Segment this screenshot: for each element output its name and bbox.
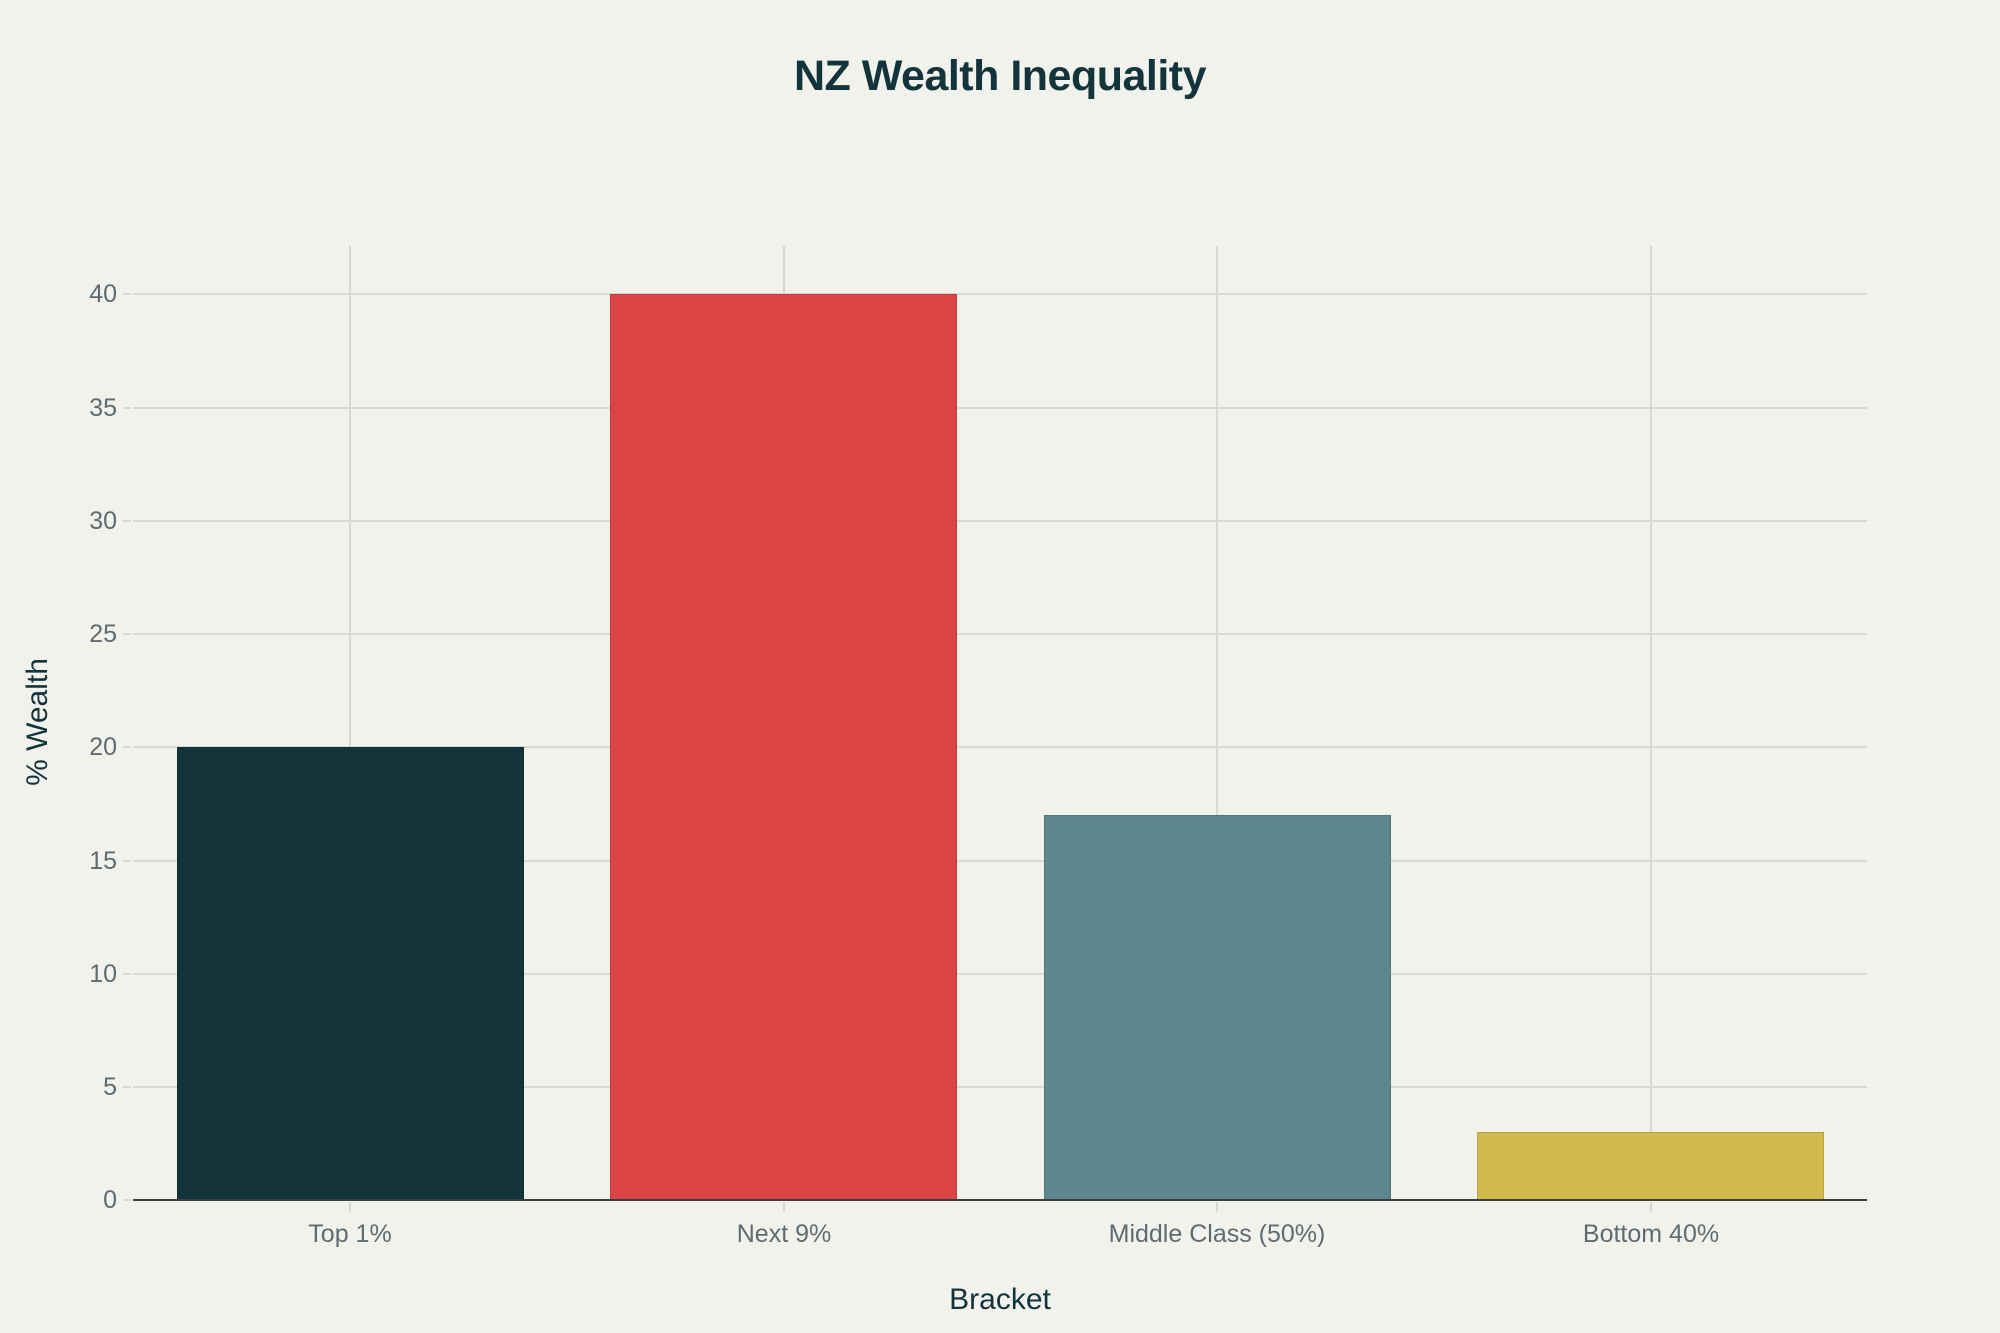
bar-middle-class[interactable] (1044, 814, 1391, 1200)
plot-area: 0 5 10 15 20 25 30 35 40 Top 1% Next 9% … (89, 246, 1867, 1248)
xtick-mark (349, 1202, 351, 1212)
x-axis-line (133, 1199, 1867, 1201)
x-axis-label: Bracket (949, 1283, 1051, 1316)
gridline-y-10 (133, 973, 1867, 975)
gridline-y-15 (133, 860, 1867, 862)
xtick-label-top-1: Top 1% (308, 1220, 392, 1248)
ytick-mark (123, 407, 131, 409)
gridline-y-40 (133, 293, 1867, 295)
gridline-y-35 (133, 407, 1867, 409)
chart-title: NZ Wealth Inequality (793, 52, 1207, 100)
ytick-label: 10 (89, 960, 117, 988)
ytick-label: 15 (89, 847, 117, 875)
ytick-label: 5 (103, 1073, 117, 1101)
bar-top-1[interactable] (177, 747, 524, 1200)
ytick-mark (123, 293, 131, 295)
gridline-x-bottom-40 (1650, 246, 1652, 1200)
ytick-label: 20 (89, 733, 117, 761)
bar-next-9[interactable] (610, 294, 957, 1200)
ytick-mark (123, 1199, 131, 1201)
ytick-label: 0 (103, 1186, 117, 1214)
y-axis-label: % Wealth (21, 658, 54, 786)
ytick-label: 25 (89, 620, 117, 648)
gridline-y-30 (133, 520, 1867, 522)
ytick-label: 35 (89, 394, 117, 422)
gridline-x-top-1 (349, 246, 351, 1200)
xtick-label-next-9: Next 9% (736, 1220, 832, 1248)
bar-bottom-40[interactable] (1477, 1132, 1824, 1200)
xtick-mark (1216, 1202, 1218, 1212)
gridline-y-5 (133, 1086, 1867, 1088)
gridline-y-20 (133, 746, 1867, 748)
ytick-mark (123, 860, 131, 862)
xtick-mark (783, 1202, 785, 1212)
xtick-label-bottom-40: Bottom 40% (1582, 1220, 1720, 1248)
ytick-label: 40 (89, 280, 117, 308)
ytick-mark (123, 633, 131, 635)
ytick-mark (123, 520, 131, 522)
gridline-x-middle-class (1216, 246, 1218, 1200)
gridline-y-25 (133, 633, 1867, 635)
xtick-mark (1650, 1202, 1652, 1212)
ytick-mark (123, 746, 131, 748)
ytick-mark (123, 973, 131, 975)
ytick-label: 30 (89, 507, 117, 535)
xtick-label-middle-class: Middle Class (50%) (1108, 1220, 1326, 1248)
ytick-mark (123, 1086, 131, 1088)
